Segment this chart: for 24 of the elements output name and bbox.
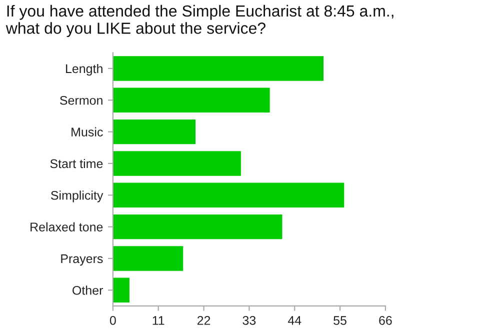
bar (112, 56, 324, 81)
bar (112, 151, 241, 176)
x-tick-label: 11 (152, 316, 164, 325)
bar (112, 88, 270, 112)
x-tick-label: 44 (288, 316, 302, 325)
bar (112, 278, 130, 302)
bar (112, 246, 184, 271)
x-tick-label: 33 (242, 316, 256, 325)
x-tick-label: 0 (110, 316, 116, 325)
y-tick-label: Other (72, 286, 104, 295)
y-tick-label: Simplicity (50, 190, 104, 202)
y-tick-label: Music (72, 127, 103, 136)
chart-title: If you have attended the Simple Eucharist at 8:45 a.m., what do you LIKE about the service? (6, 4, 394, 38)
y-tick-label: Length (66, 64, 102, 76)
x-tick-label: 22 (197, 316, 210, 325)
y-tick-label: Start time (50, 158, 103, 168)
bar (112, 182, 344, 208)
x-tick-label: 66 (379, 316, 392, 325)
y-tick-label: Sermon (60, 96, 102, 105)
y-tick-label: Relaxed tone (30, 222, 103, 232)
bar (112, 119, 196, 144)
x-tick-label: 55 (334, 316, 346, 325)
y-tick-label: Prayers (61, 254, 103, 266)
bar (112, 214, 282, 240)
